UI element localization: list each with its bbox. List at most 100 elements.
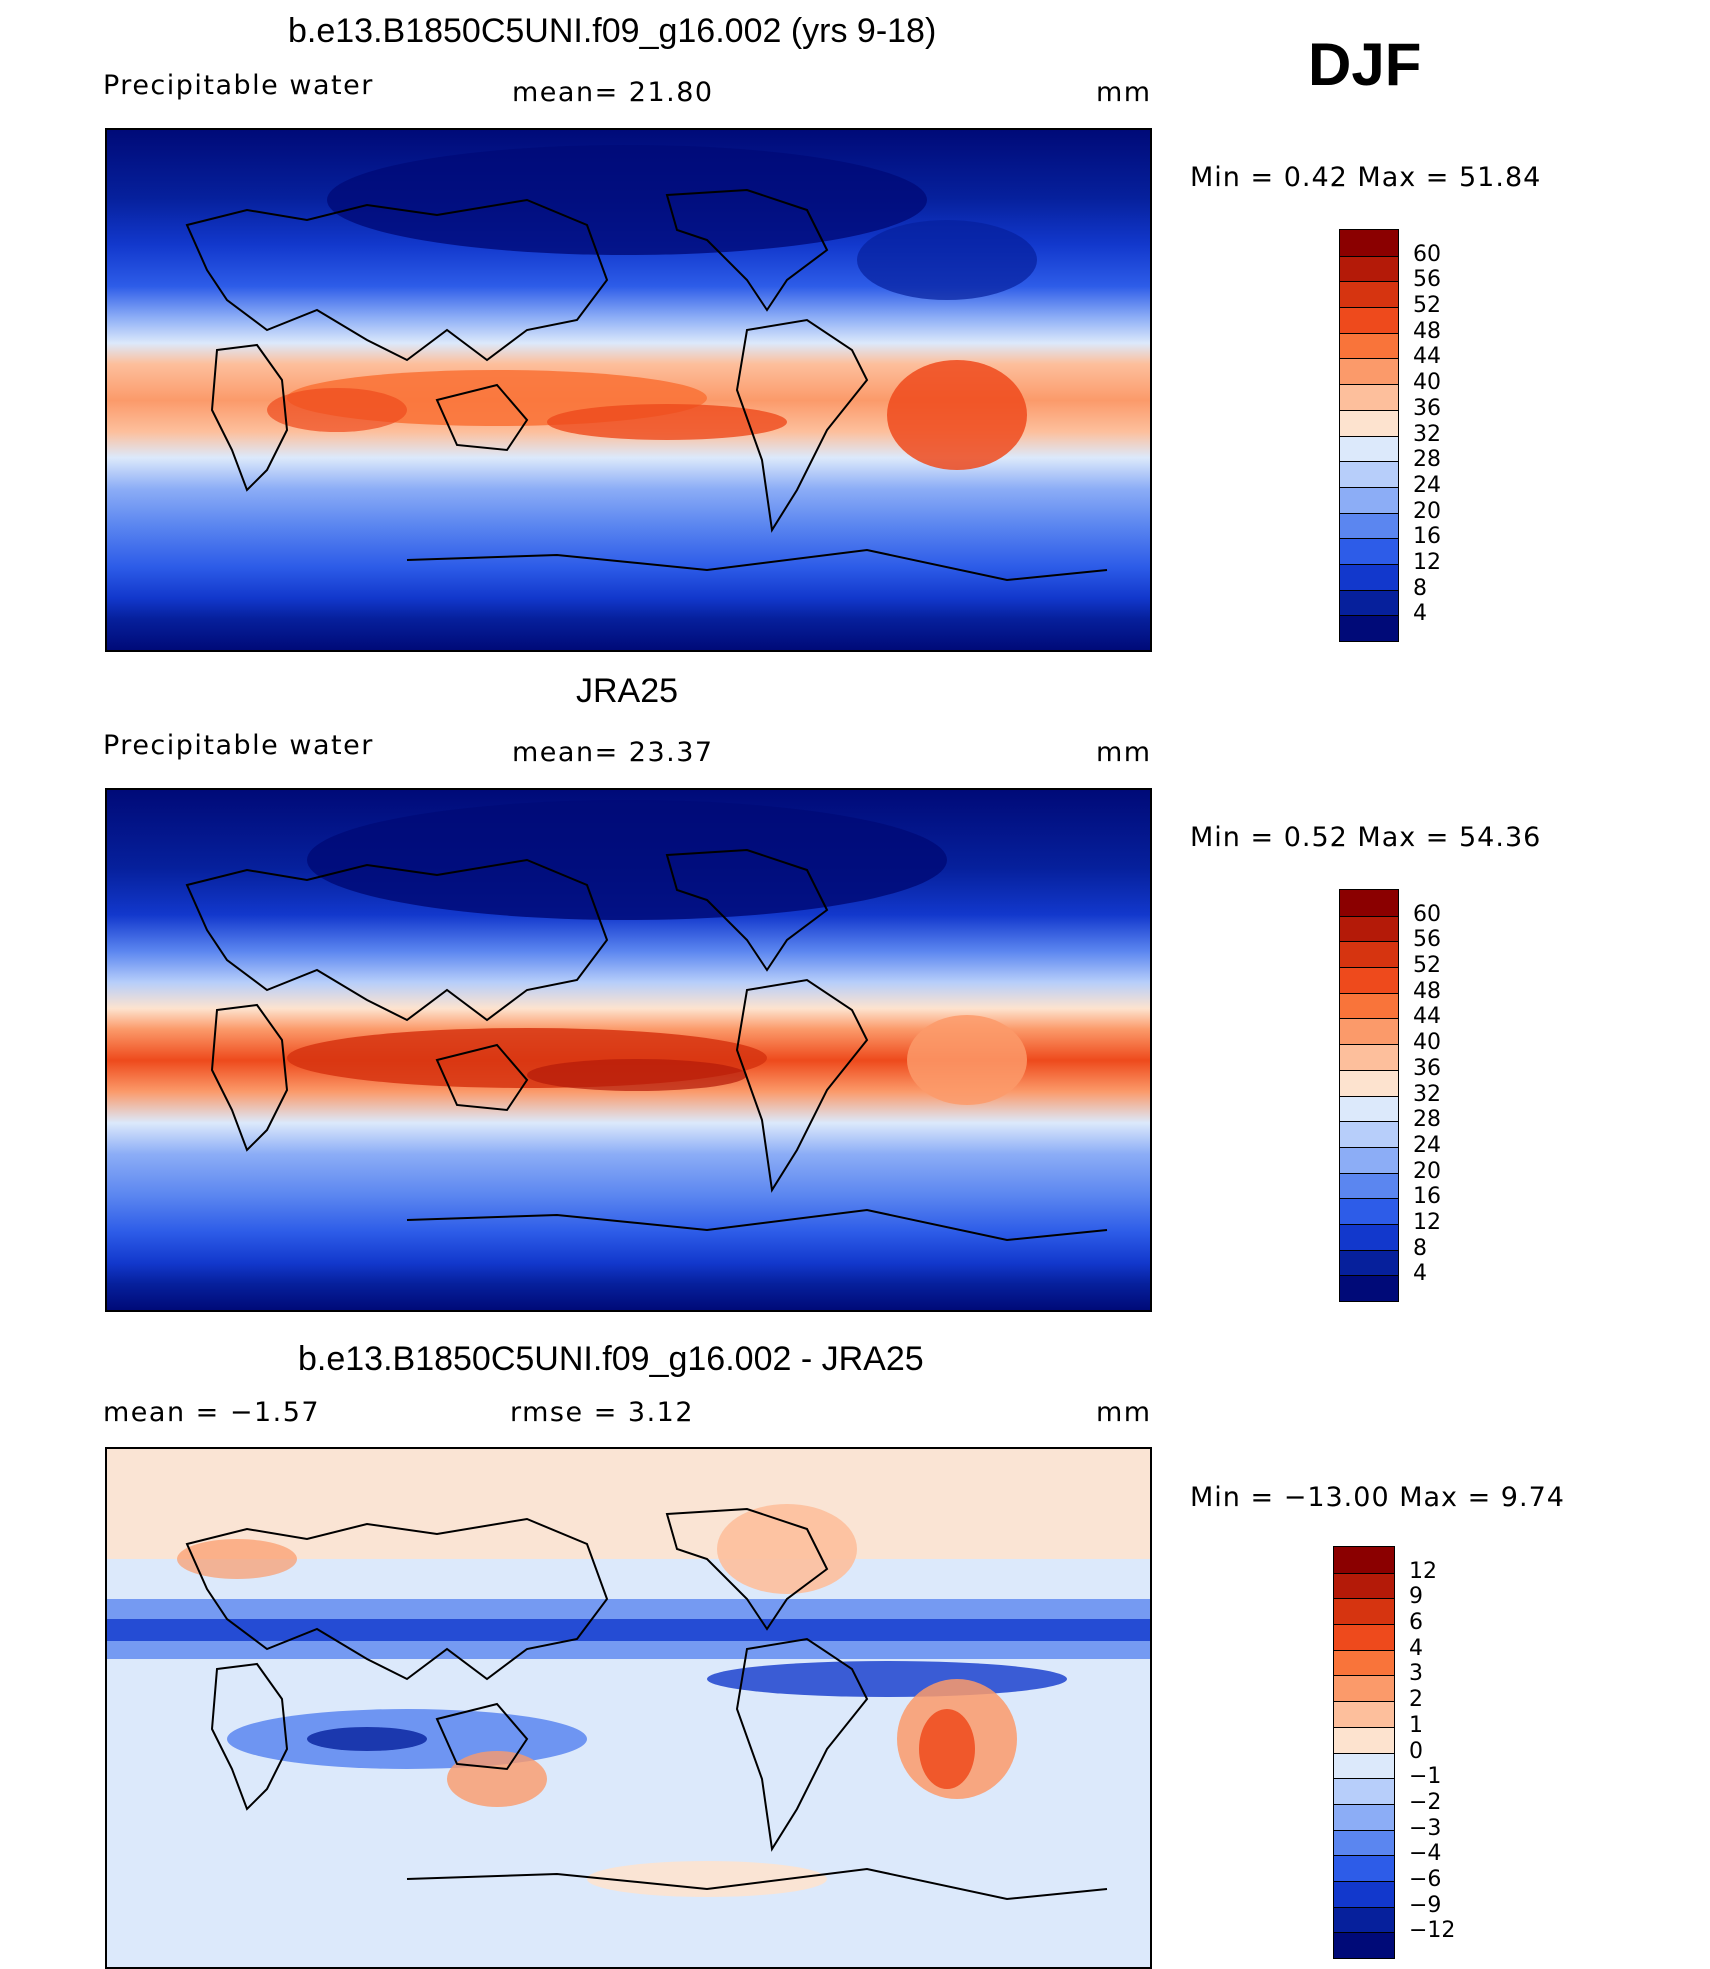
colorbar-box <box>1340 992 1398 1019</box>
colorbar-box <box>1340 589 1398 616</box>
colorbar-box <box>1340 486 1398 513</box>
panel-3-mean-label: mean = −1.57 <box>103 1397 321 1428</box>
colorbar-box <box>1334 1572 1394 1599</box>
colorbar-tick-label: −6 <box>1409 1866 1442 1892</box>
colorbar-tick-label: 60 <box>1413 241 1441 267</box>
colorbar-box <box>1340 281 1398 308</box>
colorbar-box <box>1334 1752 1394 1779</box>
colorbar-box <box>1340 538 1398 564</box>
colorbar-tick-label: 32 <box>1413 1081 1441 1107</box>
colorbar-tick-label: −9 <box>1409 1892 1442 1918</box>
panel-3-units: mm <box>1096 1397 1152 1428</box>
panel-2-map-field <box>107 790 1150 1310</box>
colorbar-box <box>1334 1675 1394 1702</box>
panel-3-colorbar <box>1333 1546 1395 1959</box>
colorbar-tick-label: 20 <box>1413 1158 1441 1184</box>
colorbar-box <box>1340 409 1398 436</box>
colorbar-tick-label: 44 <box>1413 1004 1441 1030</box>
colorbar-box <box>1340 1044 1398 1070</box>
colorbar-tick-label: 52 <box>1413 953 1441 979</box>
colorbar-box <box>1340 1223 1398 1250</box>
colorbar-tick-label: 0 <box>1409 1738 1423 1764</box>
colorbar-box <box>1340 358 1398 385</box>
panel-1-variable-label: Precipitable water <box>103 70 374 101</box>
colorbar-tick-label: 36 <box>1413 395 1441 421</box>
panel-2-minmax: Min = 0.52 Max = 54.36 <box>1190 822 1542 853</box>
colorbar-box <box>1340 915 1398 942</box>
panel-1-mean-label: mean= 21.80 <box>512 77 714 108</box>
colorbar-box <box>1334 1624 1394 1650</box>
panel-1-map-field <box>107 130 1150 650</box>
colorbar-box <box>1340 255 1398 282</box>
panel-3-title: b.e13.B1850C5UNI.f09_g16.002 - JRA25 <box>298 1340 924 1378</box>
colorbar-box <box>1334 1726 1394 1753</box>
colorbar-tick-label: 28 <box>1413 447 1441 473</box>
panel-2-variable-label: Precipitable water <box>103 730 374 761</box>
colorbar-tick-label: 60 <box>1413 901 1441 927</box>
colorbar-tick-label: 48 <box>1413 978 1441 1004</box>
colorbar-box <box>1340 435 1398 462</box>
colorbar-box <box>1340 1095 1398 1122</box>
colorbar-tick-label: 16 <box>1413 1184 1441 1210</box>
colorbar-tick-label: 12 <box>1409 1558 1437 1584</box>
colorbar-box <box>1340 967 1398 993</box>
colorbar-tick-label: 56 <box>1413 267 1441 293</box>
colorbar-box <box>1334 1778 1394 1804</box>
colorbar-box <box>1340 1121 1398 1147</box>
colorbar-box <box>1334 1598 1394 1625</box>
colorbar-tick-label: 40 <box>1413 370 1441 396</box>
colorbar-tick-label: −1 <box>1409 1764 1442 1790</box>
colorbar-box <box>1340 1146 1398 1173</box>
colorbar-box <box>1340 307 1398 333</box>
colorbar-tick-label: 56 <box>1413 927 1441 953</box>
colorbar-box <box>1334 1547 1394 1573</box>
colorbar-tick-label: 44 <box>1413 344 1441 370</box>
colorbar-box <box>1334 1829 1394 1856</box>
colorbar-tick-label: 8 <box>1413 575 1427 601</box>
colorbar-box <box>1334 1880 1394 1907</box>
panel-1-colorbar <box>1339 229 1399 642</box>
colorbar-tick-label: −12 <box>1409 1918 1456 1944</box>
colorbar-box <box>1340 1018 1398 1045</box>
colorbar-box <box>1340 384 1398 410</box>
colorbar-tick-label: 3 <box>1409 1661 1423 1687</box>
colorbar-box <box>1340 230 1398 256</box>
colorbar-tick-label: 28 <box>1413 1107 1441 1133</box>
panel-2-units: mm <box>1096 737 1152 768</box>
colorbar-tick-label: 6 <box>1409 1610 1423 1636</box>
season-label: DJF <box>1308 31 1422 98</box>
panel-1-units: mm <box>1096 77 1152 108</box>
panel-2-colorbar <box>1339 889 1399 1302</box>
panel-3-map-field <box>107 1449 1150 1967</box>
colorbar-tick-label: 48 <box>1413 318 1441 344</box>
colorbar-box <box>1334 1649 1394 1676</box>
colorbar-tick-label: 36 <box>1413 1055 1441 1081</box>
colorbar-box <box>1340 512 1398 539</box>
colorbar-tick-label: 4 <box>1413 601 1427 627</box>
panel-3-map <box>105 1447 1152 1969</box>
colorbar-tick-label: −3 <box>1409 1815 1442 1841</box>
colorbar-box <box>1340 1275 1398 1301</box>
colorbar-tick-label: 1 <box>1409 1712 1423 1738</box>
colorbar-box <box>1340 615 1398 641</box>
panel-1-map <box>105 128 1152 652</box>
colorbar-tick-label: 12 <box>1413 549 1441 575</box>
colorbar-box <box>1334 1855 1394 1881</box>
panel-3-minmax: Min = −13.00 Max = 9.74 <box>1190 1482 1565 1513</box>
colorbar-box <box>1340 1249 1398 1276</box>
colorbar-box <box>1334 1803 1394 1830</box>
colorbar-box <box>1340 941 1398 968</box>
colorbar-box <box>1334 1932 1394 1958</box>
colorbar-box <box>1334 1906 1394 1933</box>
panel-1-minmax: Min = 0.42 Max = 51.84 <box>1190 162 1542 193</box>
colorbar-box <box>1340 1172 1398 1199</box>
colorbar-tick-label: 40 <box>1413 1030 1441 1056</box>
colorbar-box <box>1340 461 1398 487</box>
panel-2-map <box>105 788 1152 1312</box>
colorbar-tick-label: 32 <box>1413 421 1441 447</box>
panel-2-mean-label: mean= 23.37 <box>512 737 714 768</box>
colorbar-tick-label: 4 <box>1413 1261 1427 1287</box>
colorbar-tick-label: 24 <box>1413 472 1441 498</box>
panel-3-rmse-label: rmse = 3.12 <box>510 1397 695 1428</box>
colorbar-tick-label: 24 <box>1413 1132 1441 1158</box>
